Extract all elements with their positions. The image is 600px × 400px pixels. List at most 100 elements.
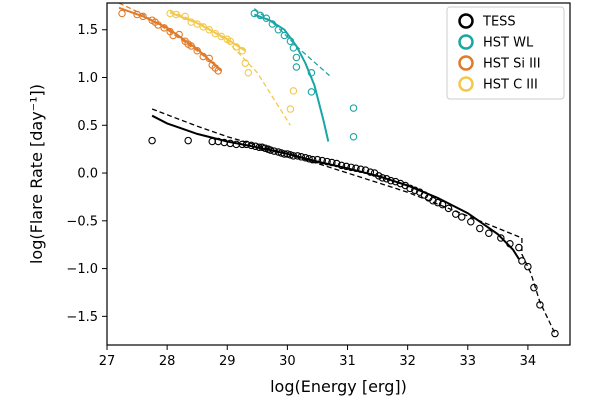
x-tick-label: 30 xyxy=(279,354,296,369)
legend: TESS HST WL HST Si III HST C III xyxy=(446,6,565,100)
tess-data-point xyxy=(247,141,256,150)
tess-data-point xyxy=(289,152,298,160)
x-tick-label: 29 xyxy=(219,354,236,369)
hst-wl-data-point xyxy=(289,44,298,52)
tess-data-point xyxy=(467,218,475,226)
tess-data-point xyxy=(497,234,505,242)
series-hst-wl xyxy=(250,8,358,142)
legend-item-hst-wl: HST WL xyxy=(458,34,534,51)
hst-c-iii-data-point xyxy=(241,59,250,67)
tess-data-point xyxy=(530,283,538,292)
hst-c-iii-data-point xyxy=(199,23,207,31)
hst-c-iii-data-point xyxy=(217,32,225,41)
tess-data-point xyxy=(305,154,313,163)
x-tick-label: 32 xyxy=(399,354,416,369)
hst-wl-data-point xyxy=(292,53,301,62)
hst-c-iii-data-point xyxy=(193,20,201,28)
y-tick-label: 0.0 xyxy=(77,167,98,182)
hst-si-iii-data-point xyxy=(214,67,222,75)
tess-data-point xyxy=(328,158,336,167)
legend-marker xyxy=(458,34,474,50)
hst-c-iii-data-point xyxy=(289,87,298,95)
tess-data-point xyxy=(429,196,437,205)
tess-data-point xyxy=(270,147,278,155)
tess-data-point xyxy=(347,163,355,172)
tess-data-point xyxy=(551,329,559,338)
legend-box xyxy=(446,6,565,100)
tess-dashed-fit-line xyxy=(151,108,556,334)
tess-data-point xyxy=(438,200,447,209)
hst-si-iii-data-point xyxy=(154,21,162,29)
hst-wl-data-point xyxy=(349,104,358,112)
tess-data-point xyxy=(308,155,317,164)
hst-c-iii-data-point xyxy=(205,25,213,34)
hst-si-iii-data-point xyxy=(118,9,126,18)
tess-data-point xyxy=(297,153,305,161)
y-axis-label: log(Flare Rate [day⁻¹]) xyxy=(27,84,46,264)
tess-data-point xyxy=(313,155,322,164)
tess-data-point xyxy=(375,172,383,180)
tess-data-point xyxy=(452,210,460,218)
hst-wl-data-point xyxy=(274,25,283,34)
y-tick-label: −1.0 xyxy=(66,262,98,277)
hst-c-iii-data-point xyxy=(211,29,219,38)
tess-data-point xyxy=(293,152,302,160)
hst-c-iii-data-point xyxy=(238,47,247,55)
hst-wl-data-point xyxy=(268,20,277,28)
tess-data-point xyxy=(242,140,251,149)
series-hst-si-iii xyxy=(118,3,222,75)
tess-data-point xyxy=(323,157,331,166)
y-tick-label: −0.5 xyxy=(66,214,98,229)
x-tick-label: 27 xyxy=(99,354,116,369)
hst-si-iii-dashed-fit-line xyxy=(118,3,222,71)
tess-data-point xyxy=(352,164,360,173)
legend-label: HST WL xyxy=(483,36,534,51)
tess-data-point xyxy=(361,166,370,174)
hst-si-iii-data-point xyxy=(187,42,195,50)
y-tick-label: −1.5 xyxy=(66,310,98,325)
tess-data-point xyxy=(476,224,484,233)
hst-c-iii-dashed-fit-line xyxy=(169,10,291,126)
legend-item-hst-si-iii: HST Si III xyxy=(458,55,541,72)
series-hst-c-iii xyxy=(166,9,298,126)
x-tick-label: 28 xyxy=(159,354,176,369)
tess-data-point xyxy=(378,174,387,182)
legend-item-hst-c-iii: HST C III xyxy=(458,76,538,93)
tess-data-point xyxy=(286,151,295,159)
hst-c-iii-data-point xyxy=(232,43,241,51)
tess-data-point xyxy=(318,156,327,165)
tess-data-point xyxy=(332,159,341,168)
tess-data-point xyxy=(406,184,414,193)
tess-data-point xyxy=(366,168,375,176)
tess-data-point xyxy=(396,179,405,188)
tess-data-point xyxy=(518,257,526,265)
tess-data-point xyxy=(444,204,453,213)
tess-data-point xyxy=(301,154,310,162)
tess-data-point xyxy=(148,136,156,145)
hst-si-iii-data-point xyxy=(160,24,168,32)
tess-data-point xyxy=(458,213,466,221)
x-tick-label: 31 xyxy=(339,354,356,369)
hst-wl-data-point xyxy=(307,88,316,96)
tess-data-point xyxy=(391,177,400,186)
hst-wl-data-point xyxy=(286,37,295,45)
legend-item-tess: TESS xyxy=(458,13,516,30)
axis-ticks: 27 28 29 30 31 32 33 34 −1.5 −1.0 −0.5 0.0 0.5 1.0 1.5 xyxy=(66,23,536,369)
hst-wl-data-point xyxy=(307,68,316,77)
y-tick-label: 0.5 xyxy=(77,119,98,134)
tess-data-point xyxy=(208,137,216,146)
hst-si-iii-data-point xyxy=(175,30,183,39)
tess-data-point xyxy=(485,229,493,237)
tess-data-point xyxy=(342,162,351,171)
hst-c-iii-data-point xyxy=(172,10,180,19)
legend-marker xyxy=(458,13,474,29)
hst-wl-data-point xyxy=(349,132,358,141)
legend-label: HST C III xyxy=(483,78,538,93)
hst-c-iii-data-point xyxy=(286,105,295,113)
tess-data-point xyxy=(506,239,514,248)
legend-label: TESS xyxy=(482,15,516,30)
hst-si-iii-data-point xyxy=(205,54,213,63)
tess-data-point xyxy=(387,176,395,185)
axes-frame xyxy=(106,2,571,346)
